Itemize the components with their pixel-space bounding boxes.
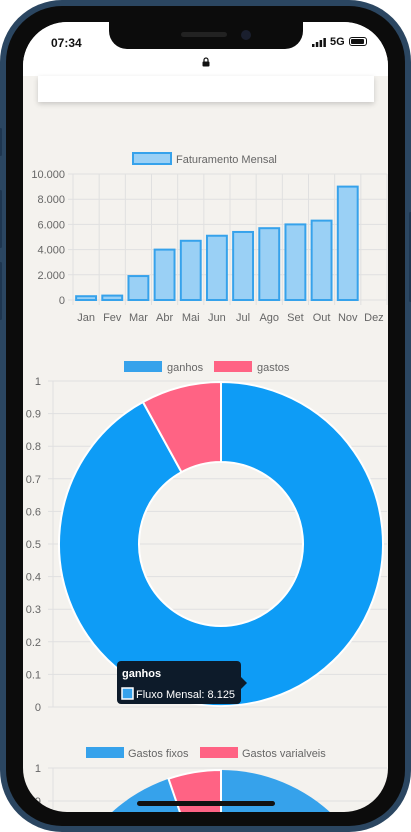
tooltip-title: ganhos [122, 668, 161, 680]
tooltip: ganhos Fluxo Mensal: 8.125 [117, 661, 247, 704]
screen: 07:34 5G Faturamento Mensal 0 2.000 4.000 6… [23, 22, 388, 812]
legend-label-gastos-fixos[interactable]: Gastos fixos [128, 748, 189, 760]
bar-xtick-label: Nov [338, 312, 358, 324]
bar-mai[interactable] [179, 239, 202, 301]
tooltip-swatch [121, 687, 134, 700]
bar-legend-swatch[interactable] [132, 152, 172, 165]
bar-chart: Faturamento Mensal 0 2.000 4.000 6.000 8.000… [31, 152, 388, 324]
bar-xtick-label: Out [313, 312, 331, 324]
network-type: 5G [330, 36, 345, 48]
pie-ytick-label: 0.4 [26, 572, 41, 584]
battery-icon [349, 37, 367, 46]
lock-icon [202, 57, 210, 67]
bar-ytick-label: 6.000 [37, 219, 65, 231]
legend-label-gastos[interactable]: gastos [257, 362, 290, 374]
power-button [409, 212, 411, 302]
legend-label-gastos-variaveis[interactable]: Gastos varialveis [242, 748, 326, 760]
bar-ytick-label: 2.000 [37, 270, 65, 282]
bar-xtick-label: Jun [208, 312, 226, 324]
bar-ago[interactable] [258, 227, 281, 301]
home-indicator[interactable] [137, 801, 275, 806]
bar-xtick-label: Jul [236, 312, 250, 324]
tooltip-label: Fluxo Mensal: 8.125 [136, 689, 235, 701]
bar-xtick-label: Fev [103, 312, 122, 324]
bar-xtick-label: Abr [156, 312, 173, 324]
bar-jun[interactable] [205, 234, 228, 301]
bar-ytick-label: 8.000 [37, 194, 65, 206]
legend-label-ganhos[interactable]: ganhos [167, 362, 204, 374]
legend-swatch-ganhos[interactable] [124, 361, 162, 372]
pie-ytick-label: 0.7 [26, 474, 41, 486]
bar-ytick-label: 4.000 [37, 245, 65, 257]
bar-fev[interactable] [101, 294, 124, 301]
pie-ytick-label: 0.3 [26, 604, 41, 616]
pie-ytick-label: 0.5 [26, 539, 41, 551]
bar-xtick-label: Dez [364, 312, 384, 324]
volume-down-button [0, 262, 2, 320]
bar-ytick-label: 0 [59, 295, 65, 307]
bar-xtick-label: Ago [259, 312, 279, 324]
volume-up-button [0, 190, 2, 248]
bar-out[interactable] [310, 219, 333, 301]
charts-area: Faturamento Mensal 0 2.000 4.000 6.000 8.000… [26, 152, 388, 812]
bar-abr[interactable] [153, 248, 176, 301]
mute-switch [0, 128, 2, 156]
doughnut-slice-ganhos[interactable] [58, 380, 384, 707]
legend-swatch-gastos-variaveis[interactable] [200, 747, 238, 758]
speaker [181, 32, 227, 37]
tooltip-box [117, 661, 241, 704]
notch [109, 22, 303, 49]
bar-set[interactable] [284, 223, 307, 301]
camera [241, 30, 251, 40]
bar-xtick-label: Set [287, 312, 304, 324]
bar-jan[interactable] [75, 295, 98, 302]
bar-xtick-label: Jan [77, 312, 95, 324]
legend-swatch-gastos[interactable] [214, 361, 252, 372]
doughnut-slice-gastos[interactable] [141, 380, 222, 474]
pie-ytick-label: 1 [35, 376, 41, 388]
pie-ytick-label: 0 [35, 702, 41, 714]
pie3-ytick-label: 0.9 [26, 796, 41, 808]
bar-xtick-label: Mar [129, 312, 148, 324]
pie-ytick-label: 0.8 [26, 441, 41, 453]
bar-nov[interactable] [336, 185, 359, 301]
doughnut-chart: ganhos gastos 0 0.1 0.2 0.3 0.4 0.5 0.6 0.7 0.8 0… [26, 361, 387, 714]
status-time: 07:34 [51, 36, 82, 50]
legend-swatch-gastos-fixos[interactable] [86, 747, 124, 758]
top-card [38, 76, 374, 102]
bar-legend-label[interactable]: Faturamento Mensal [176, 154, 277, 166]
tooltip-caret [241, 677, 247, 689]
pie-ytick-label: 0.1 [26, 669, 41, 681]
pie-ytick-label: 0.6 [26, 506, 41, 518]
bar-mar[interactable] [127, 275, 150, 301]
pie-ytick-label: 0.9 [26, 409, 41, 421]
signal-icon [312, 38, 326, 47]
pie3-ytick-label: 1 [35, 763, 41, 775]
bar-jul[interactable] [232, 230, 255, 301]
bar-ytick-label: 10.000 [31, 169, 65, 181]
bar-xtick-label: Mai [182, 312, 200, 324]
pie-ytick-label: 0.2 [26, 637, 41, 649]
status-bar: 07:34 5G [23, 22, 388, 76]
